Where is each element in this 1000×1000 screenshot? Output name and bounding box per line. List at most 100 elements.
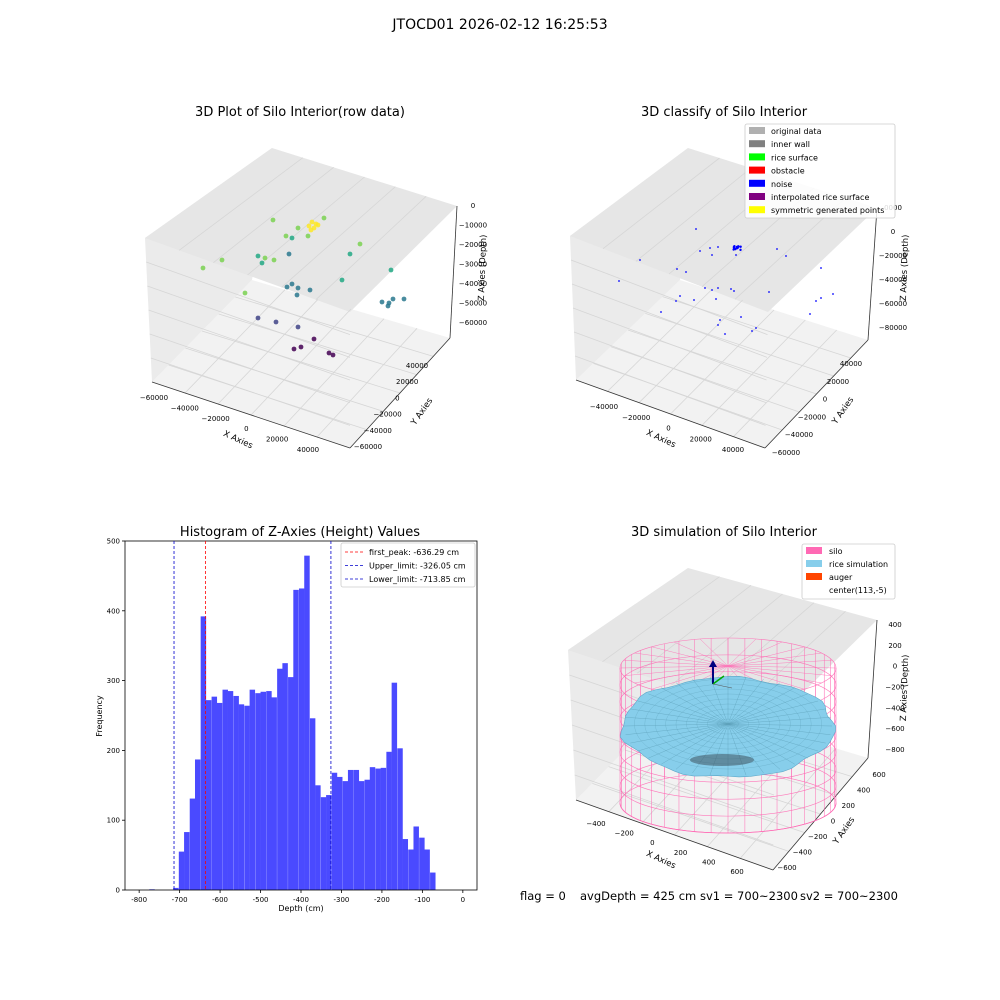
surface-mesh [727,682,781,725]
histogram-bar [277,668,283,890]
histogram-bar [402,839,409,890]
x-tick-label: −200 [615,830,634,838]
x-tick-label: 400 [702,858,715,866]
noise-point [709,247,711,249]
sv2-status: sv2 = 700~2300 [800,889,898,903]
silo-roof-line [727,652,822,667]
y-tick-label: 40000 [406,362,428,370]
data-point [339,277,345,283]
legend-label: inner wall [771,140,810,149]
legend-label: rice surface [771,153,818,162]
histogram-bar [331,772,338,890]
noise-point [751,330,753,332]
noise-point [815,300,817,302]
y-tick-label: 0 [823,396,827,404]
data-point [306,223,312,229]
histogram-bar [430,872,436,890]
panel4-title: 3D simulation of Silo Interior [631,525,818,540]
surface-shadow [690,754,754,766]
histogram-bar [293,589,299,890]
z-tick-label: 0 [471,202,475,210]
data-point [291,346,297,352]
auger-arrow [712,683,733,689]
y-tick-label: 0 [395,394,399,402]
surface-mesh [623,723,729,727]
surface-mesh [727,723,819,752]
y-axis-label: Y Axies [409,396,436,428]
data-point [219,257,225,263]
histogram-bar [184,832,190,890]
noise-point [695,228,697,230]
x-tick-label: -600 [212,896,228,904]
silo-front-edge [619,802,837,834]
data-point [388,267,394,273]
auger-arrow [712,675,725,685]
data-point [401,296,407,302]
noise-point [717,324,719,326]
z-tick-label: 400 [888,621,901,629]
x-tick-label: -500 [253,896,269,904]
z-tick-label: −40000 [879,276,907,284]
surface-mesh [727,723,831,735]
z-axis-label: Z Axies (Depth) [899,654,911,721]
legend-box [801,543,896,600]
noise-point [704,287,706,289]
z-tick-label: −20000 [459,241,487,249]
histogram-bar [200,616,207,890]
surface-mesh [727,700,819,725]
legend-swatch [749,153,765,161]
y-tick-label: −60000 [772,449,800,457]
data-point [295,324,301,330]
histogram-bar [266,691,272,890]
silo-roof-line [727,638,757,667]
surface-mesh [709,723,729,776]
histogram-bar [364,779,370,890]
z-tick-label: −60000 [459,319,487,327]
center-arrow-head [709,660,717,667]
surface-mesh [675,682,729,725]
silo-roof-line [651,665,729,690]
noise-point [739,245,742,248]
noise-point [755,327,757,329]
grid-line [572,307,767,381]
histogram-bar [260,691,267,890]
y-tick-label: −40000 [785,431,813,439]
data-point [262,255,268,261]
noise-point [809,313,811,315]
legend-swatch [806,560,822,567]
legend-swatch [749,127,765,134]
histogram-bar [238,704,245,890]
silo-roof-line [727,665,805,690]
surface-mesh [727,678,764,725]
noise-point [693,299,695,301]
x-tick-label: -300 [334,896,350,904]
histogram-bar [178,851,185,890]
x-tick-label: 20000 [266,436,288,444]
data-point [273,319,279,325]
histogram-bar [271,697,277,890]
histogram-bar [419,837,425,890]
data-point [286,251,292,257]
silo-roof-line [727,665,833,676]
surface-mesh [727,723,747,776]
histogram-bar [408,849,414,890]
histogram-bar [298,588,305,890]
noise-point [733,290,735,292]
noise-point [736,246,739,250]
panel1-title: 3D Plot of Silo Interior(row data) [195,105,405,120]
silo-roof-line [727,665,822,684]
histogram-bar [189,798,196,890]
histogram-bar [304,555,310,890]
legend-swatch [806,586,822,593]
x-tick-label: 0 [244,425,248,433]
data-point [309,219,315,225]
x-tick-label: -700 [172,896,188,904]
sv1-status: sv1 = 700~2300 [700,889,798,903]
data-point [330,352,336,358]
y-tick-label: 500 [107,538,120,546]
histogram-bar [413,826,419,890]
histogram-bar [326,795,332,890]
legend-label: Upper_limit: -326.05 cm [369,562,466,571]
y-axis-label: Y Axies [830,395,857,427]
surface-mesh [648,723,729,759]
